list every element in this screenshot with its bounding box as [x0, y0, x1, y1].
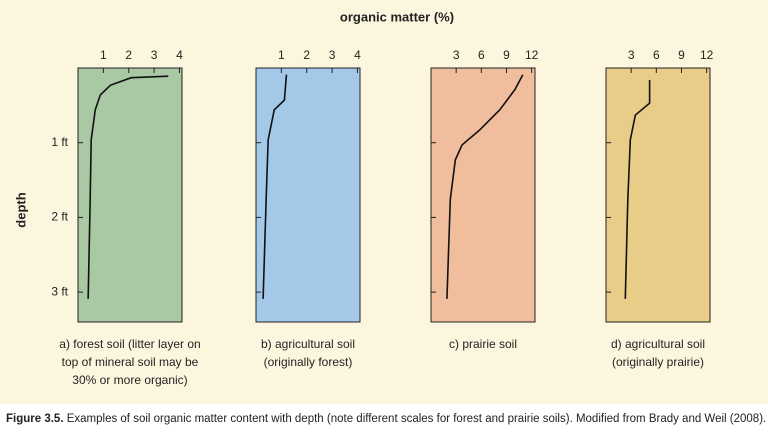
- panel-label: (originally forest): [264, 355, 353, 369]
- panel: [77, 67, 183, 323]
- curve: [624, 79, 651, 299]
- panel-label: (originally prairie): [612, 355, 704, 369]
- caption-text: Examples of soil organic matter content …: [64, 413, 767, 425]
- y-axis-label: depth: [13, 192, 28, 227]
- y-tick-label: 3 ft: [51, 284, 68, 298]
- y-tick-label: 2 ft: [51, 210, 68, 224]
- panel-label: b) agricultural soil: [261, 337, 355, 351]
- x-tick-label: 2: [303, 48, 310, 62]
- x-tick-label: 4: [354, 48, 361, 62]
- x-tick-label: 6: [478, 48, 485, 62]
- x-tick-label: 9: [678, 48, 685, 62]
- curve: [87, 75, 169, 299]
- x-tick-label: 12: [700, 48, 714, 62]
- panel-label: a) forest soil (litter layer on: [59, 337, 200, 351]
- curve: [446, 74, 524, 299]
- chart-title: organic matter (%): [340, 9, 454, 24]
- caption-bar: [0, 404, 768, 432]
- y-tick-label: 1 ft: [51, 135, 68, 149]
- panel-label: d) agricultural soil: [611, 337, 705, 351]
- panel-label: 30% or more organic): [72, 373, 187, 387]
- panel-label: c) prairie soil: [449, 337, 517, 351]
- caption: Figure 3.5. Examples of soil organic mat…: [6, 413, 766, 425]
- x-tick-label: 1: [100, 48, 107, 62]
- x-tick-label: 2: [125, 48, 132, 62]
- x-tick-label: 3: [151, 48, 158, 62]
- panel: [605, 67, 711, 323]
- panel: [430, 67, 536, 323]
- panel-label: top of mineral soil may be: [62, 355, 199, 369]
- x-tick-label: 6: [653, 48, 660, 62]
- x-tick-label: 3: [628, 48, 635, 62]
- panel: [255, 67, 361, 323]
- x-tick-label: 1: [278, 48, 285, 62]
- x-tick-label: 3: [329, 48, 336, 62]
- x-tick-label: 12: [525, 48, 539, 62]
- curve: [262, 74, 288, 299]
- x-tick-label: 9: [503, 48, 510, 62]
- x-tick-label: 3: [453, 48, 460, 62]
- caption-label: Figure 3.5.: [6, 413, 64, 425]
- x-tick-label: 4: [176, 48, 183, 62]
